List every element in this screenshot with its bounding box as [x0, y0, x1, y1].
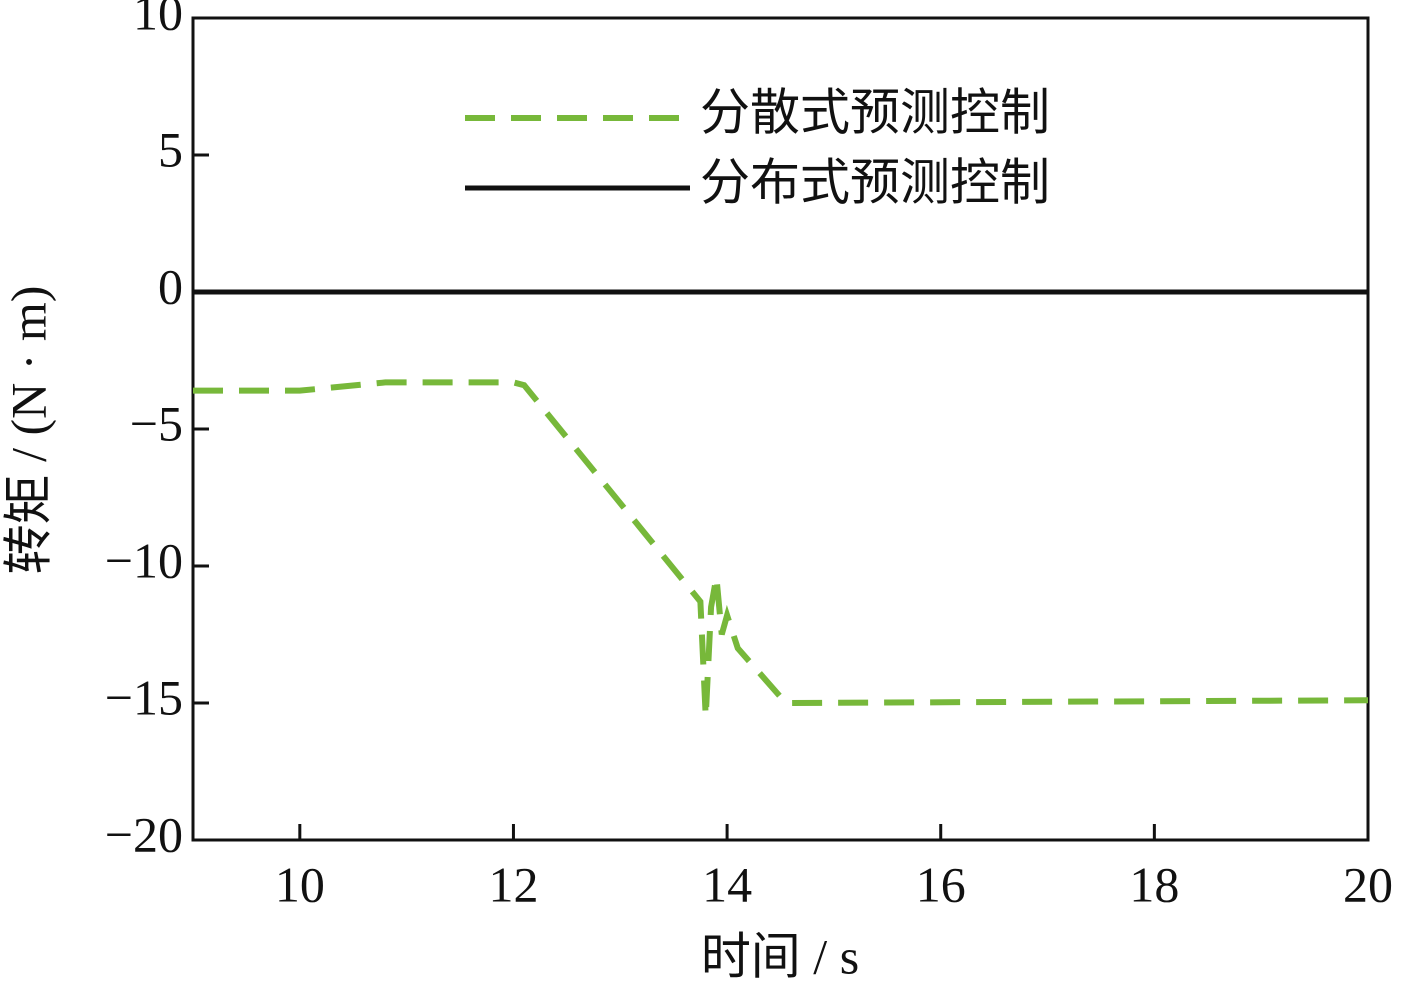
y-axis-label: 转矩 / (N · m)	[0, 286, 56, 575]
plot-frame	[191, 16, 1370, 842]
y-tick-label: 0	[158, 258, 183, 314]
x-tick-label: 12	[488, 856, 538, 912]
legend-label: 分布式预测控制	[700, 154, 1050, 210]
y-tick-label: 5	[158, 121, 183, 177]
x-tick-label: 10	[275, 856, 325, 912]
x-tick-label: 16	[916, 856, 966, 912]
y-tick-label: −5	[130, 395, 183, 451]
x-axis-label: 时间 / s	[701, 928, 859, 984]
legend-label: 分散式预测控制	[700, 84, 1050, 140]
x-tick-label: 14	[702, 856, 752, 912]
y-tick-label: −10	[105, 532, 183, 588]
series-line	[193, 379, 1369, 717]
x-tick-label: 18	[1129, 856, 1179, 912]
x-tick-label: 20	[1343, 856, 1393, 912]
y-tick-label: −20	[105, 806, 183, 862]
y-tick-label: 10	[133, 0, 183, 40]
y-tick-label: −15	[105, 669, 183, 725]
